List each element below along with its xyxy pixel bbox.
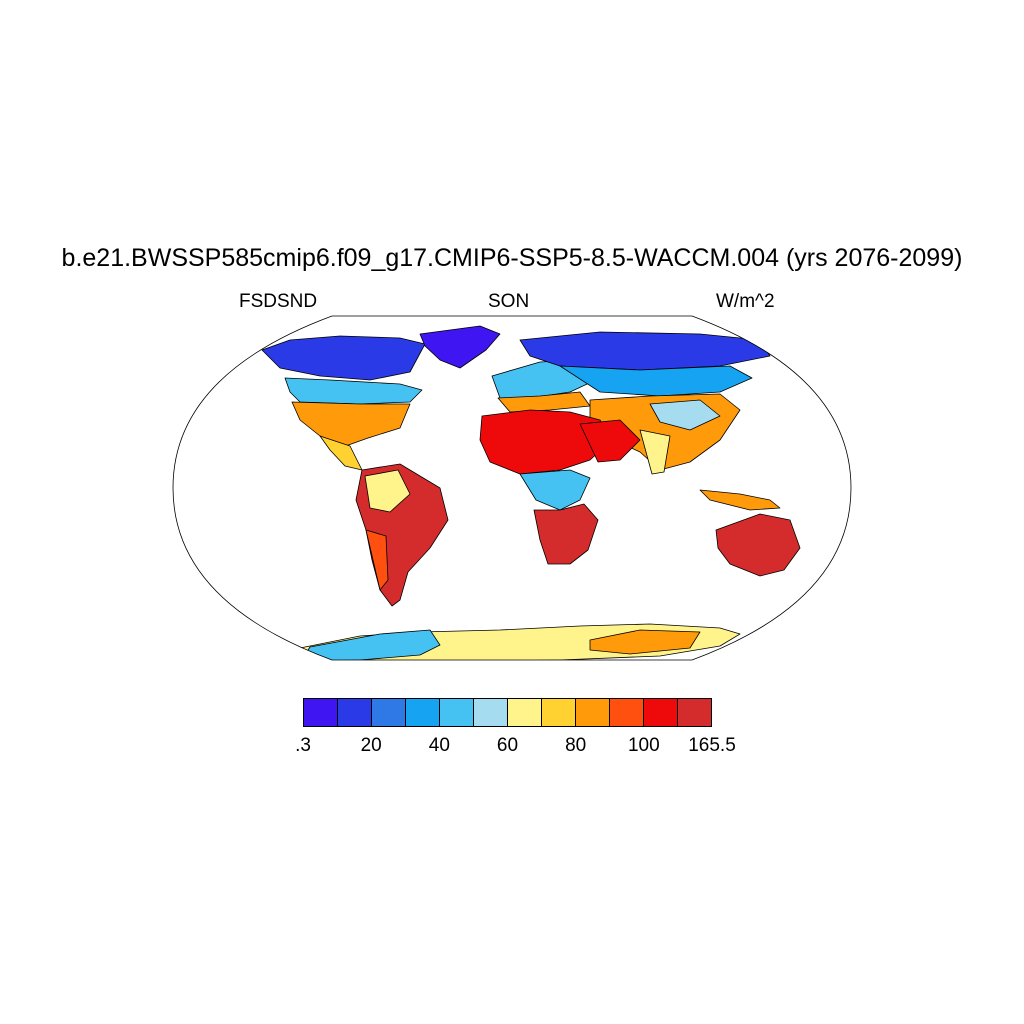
- colorbar-tick-label: 20: [360, 735, 382, 756]
- colorbar-box: [677, 698, 712, 727]
- south-america-west: [365, 529, 389, 591]
- colorbar-tick-label: 100: [627, 735, 660, 756]
- colorbar-box: [337, 698, 372, 727]
- colorbar-box: [303, 698, 338, 727]
- north-america-south: [291, 401, 411, 449]
- mexico-region: [319, 435, 363, 471]
- colorbar-box: [371, 698, 406, 727]
- colorbar: [303, 698, 712, 727]
- central-africa-region: [519, 469, 591, 511]
- north-america-arctic: [261, 335, 426, 381]
- tibet-region: [649, 399, 721, 431]
- antarctica-east-band: [589, 629, 701, 655]
- colorbar-box: [405, 698, 440, 727]
- colorbar-box: [473, 698, 508, 727]
- australia-region: [715, 513, 801, 577]
- antarctica-west-band: [299, 629, 441, 660]
- north-africa-region: [479, 409, 613, 475]
- india-region: [639, 429, 671, 475]
- asia-north: [519, 331, 771, 371]
- globe-outline: [172, 315, 852, 661]
- southern-africa-region: [533, 503, 599, 565]
- asia-mid: [559, 365, 753, 397]
- variable-label: FSDSND: [239, 291, 318, 312]
- plot-title: b.e21.BWSSP585cmip6.f09_g17.CMIP6-SSP5-8…: [61, 244, 963, 272]
- colorbar-box: [575, 698, 610, 727]
- colorbar-box: [507, 698, 542, 727]
- south-america-amazon: [364, 469, 411, 513]
- colorbar-box: [439, 698, 474, 727]
- greenland-region: [419, 325, 501, 369]
- colorbar-box: [609, 698, 644, 727]
- colorbar-tick-label: 40: [428, 735, 450, 756]
- colorbar-tick-label: .3: [295, 735, 311, 756]
- indonesia-region: [699, 489, 781, 511]
- colorbar-tick-label: 80: [565, 735, 587, 756]
- units-label: W/m^2: [716, 291, 775, 312]
- north-america-mid: [284, 377, 423, 405]
- arabian-region: [579, 419, 641, 463]
- colorbar-box: [643, 698, 678, 727]
- colorbar-box: [541, 698, 576, 727]
- colorbar-tick-label: 165.5: [688, 735, 736, 756]
- colorbar-tick-label: 60: [496, 735, 519, 756]
- season-label: SON: [488, 291, 530, 312]
